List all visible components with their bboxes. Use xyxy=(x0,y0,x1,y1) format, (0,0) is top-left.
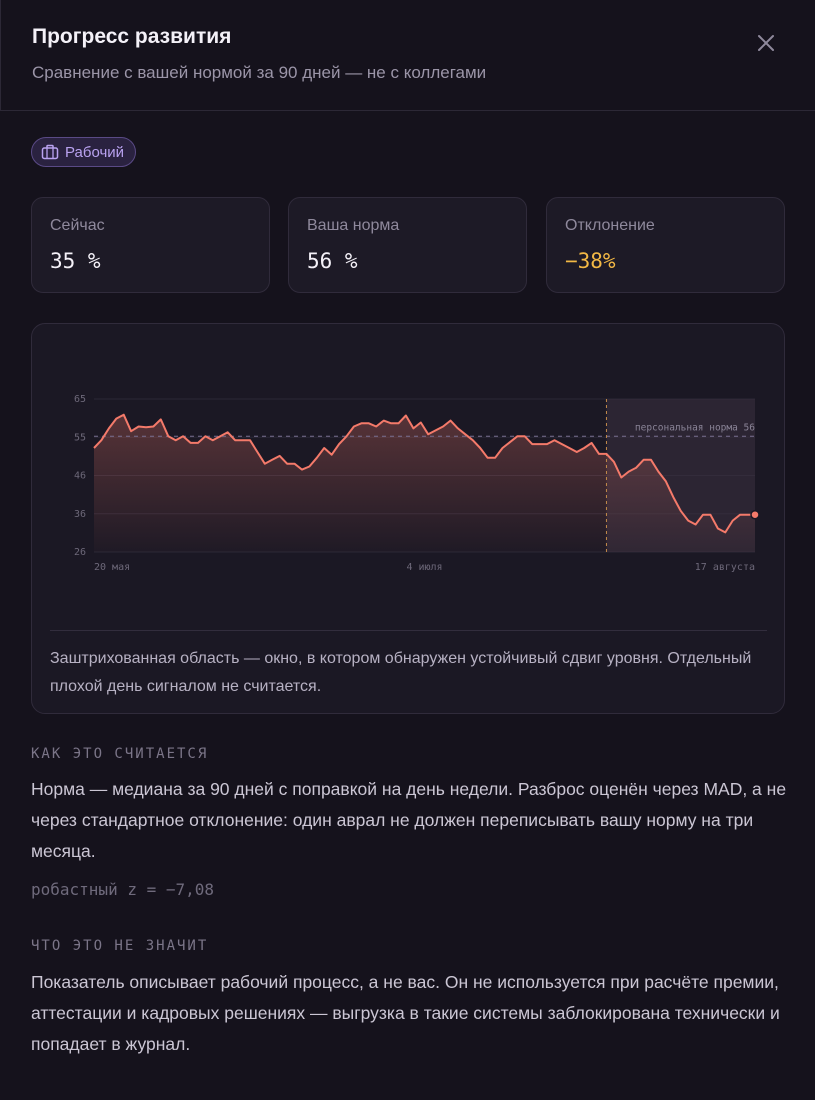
y-tick-label: 46 xyxy=(74,471,86,482)
robust-z-value: робастный z = −7,08 xyxy=(31,880,215,899)
context-chip-label: Рабочий xyxy=(65,143,125,161)
stat-card-norm: Ваша норма 56 % xyxy=(288,197,527,293)
close-icon[interactable] xyxy=(753,30,779,56)
progress-chart: 65 55 46 36 26 персональная норма 56 20 мая 4 и… xyxy=(74,394,760,573)
method-heading: КАК ЭТО СЧИТАЕТСЯ xyxy=(31,746,209,762)
stat-value: 56 % xyxy=(307,249,358,273)
stat-label: Отклонение xyxy=(565,217,655,234)
series-line xyxy=(93,413,755,534)
page-title: Прогресс развития xyxy=(32,25,232,48)
chart-caption: Заштрихованная область — окно, в котором… xyxy=(50,650,752,695)
method-text: Норма — медиана за 90 дней с поправкой н… xyxy=(31,779,787,861)
stat-value: −38% xyxy=(565,249,616,273)
stat-label: Сейчас xyxy=(50,217,105,234)
page-subtitle: Сравнение с вашей нормой за 90 дней — не… xyxy=(32,63,487,82)
dialog-header: Прогресс развития Сравнение с вашей норм… xyxy=(0,0,815,111)
y-tick-label: 36 xyxy=(74,509,86,520)
briefcase-icon xyxy=(41,144,59,160)
close-button[interactable] xyxy=(753,30,779,56)
x-tick-label: 20 мая xyxy=(94,562,130,573)
norm-reference-label: персональная норма 56 xyxy=(635,422,755,433)
stat-label: Ваша норма xyxy=(307,217,400,234)
chart-card: 65 55 46 36 26 персональная норма 56 20 мая 4 и… xyxy=(31,323,785,714)
divider xyxy=(50,630,767,631)
disclaimer-heading: ЧТО ЭТО НЕ ЗНАЧИТ xyxy=(31,938,209,954)
y-tick-label: 26 xyxy=(74,547,86,558)
stat-value: 35 % xyxy=(50,249,101,273)
disclaimer-text: Показатель описывает рабочий процесс, а … xyxy=(31,972,780,1054)
series-end-point xyxy=(750,509,760,520)
series-area xyxy=(94,414,755,552)
stat-card-current: Сейчас 35 % xyxy=(31,197,270,293)
stat-card-deviation: Отклонение −38% xyxy=(546,197,785,293)
context-chip[interactable]: Рабочий xyxy=(31,137,137,167)
x-tick-label: 4 июля xyxy=(406,562,442,573)
y-tick-label: 55 xyxy=(74,432,86,443)
y-tick-label: 65 xyxy=(74,394,86,405)
x-tick-label: 17 августа xyxy=(695,562,755,573)
